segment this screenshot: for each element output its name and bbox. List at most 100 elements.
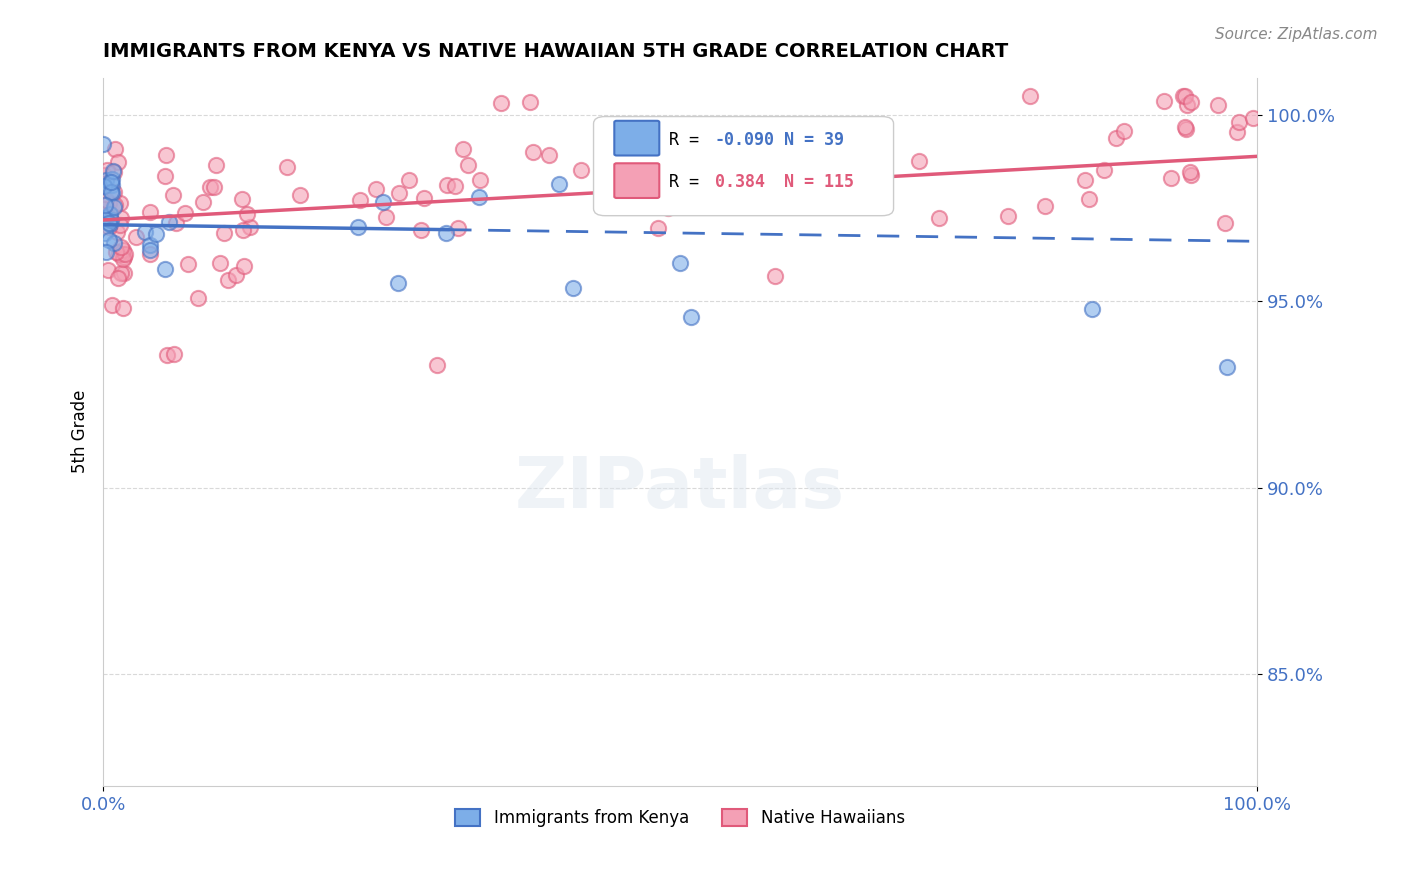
Point (1216, 359, 1239, 374)
Point (108, 246, 131, 260)
Point (138, 205, 160, 219)
Point (94, 211, 117, 226)
Point (97, 262, 120, 277)
Point (97, 210, 120, 224)
Point (108, 195, 131, 210)
Point (112, 266, 135, 280)
Point (111, 301, 134, 316)
Point (364, 182, 387, 196)
Point (434, 226, 457, 240)
Point (110, 266, 132, 280)
Point (426, 359, 449, 373)
Text: 0.384: 0.384 (714, 173, 765, 192)
Point (797, 136, 820, 151)
Point (928, 211, 950, 225)
Point (101, 178, 124, 192)
Point (134, 225, 156, 239)
Point (467, 189, 489, 203)
Point (110, 211, 132, 226)
Point (104, 198, 127, 212)
Point (1180, 168, 1202, 182)
Point (232, 223, 254, 237)
Point (97, 213, 120, 227)
Point (100, 175, 122, 189)
Point (138, 243, 160, 257)
Point (125, 229, 148, 244)
FancyBboxPatch shape (614, 120, 659, 155)
FancyBboxPatch shape (593, 117, 894, 216)
Point (1033, 199, 1056, 213)
Point (98, 207, 121, 221)
Point (139, 247, 162, 261)
Point (290, 188, 312, 202)
Point (107, 155, 129, 169)
Point (794, 150, 817, 164)
Point (98, 219, 121, 234)
Point (96, 162, 118, 177)
Point (202, 180, 225, 194)
Point (98, 233, 121, 247)
Point (413, 191, 436, 205)
Point (153, 261, 176, 276)
Point (457, 158, 479, 172)
Point (735, 135, 758, 149)
Point (165, 217, 187, 231)
Point (176, 257, 198, 271)
Point (591, 130, 613, 145)
Point (162, 187, 184, 202)
Point (522, 145, 544, 159)
Point (519, 95, 541, 109)
Point (93, 202, 115, 217)
Point (997, 209, 1019, 223)
Point (1094, 163, 1116, 178)
Point (100, 212, 122, 227)
Point (236, 207, 259, 221)
Point (103, 200, 125, 214)
Point (610, 171, 633, 186)
Point (537, 148, 560, 162)
Point (870, 118, 893, 132)
Point (101, 164, 124, 178)
Point (233, 259, 256, 273)
Point (669, 256, 692, 270)
Point (1074, 173, 1097, 187)
Point (174, 205, 197, 219)
Text: R =: R = (668, 131, 709, 149)
Point (1180, 95, 1202, 109)
Point (1153, 95, 1175, 109)
Point (782, 192, 804, 206)
Point (110, 240, 132, 254)
Point (763, 269, 786, 284)
Point (103, 235, 125, 250)
Point (409, 223, 432, 237)
Point (681, 310, 703, 324)
Point (1174, 89, 1197, 103)
Text: ZIPatlas: ZIPatlas (515, 454, 845, 523)
Point (668, 188, 690, 202)
Point (371, 195, 394, 210)
Point (1078, 192, 1101, 206)
Text: N = 115: N = 115 (785, 173, 853, 192)
Y-axis label: 5th Grade: 5th Grade (72, 390, 89, 474)
Point (111, 252, 134, 266)
Point (652, 164, 675, 178)
Point (191, 194, 214, 209)
Point (276, 160, 298, 174)
Point (1206, 98, 1229, 112)
Point (93, 178, 115, 193)
Point (1175, 98, 1198, 112)
Point (436, 178, 458, 193)
Point (349, 193, 371, 207)
Point (100, 185, 122, 199)
Point (1175, 122, 1198, 136)
Point (101, 171, 124, 186)
Point (145, 227, 167, 242)
Point (155, 148, 177, 162)
Point (489, 96, 512, 111)
Point (107, 271, 129, 285)
Point (198, 180, 221, 194)
Point (187, 291, 209, 305)
Point (94, 226, 117, 240)
Point (225, 268, 247, 283)
Point (1173, 120, 1195, 135)
